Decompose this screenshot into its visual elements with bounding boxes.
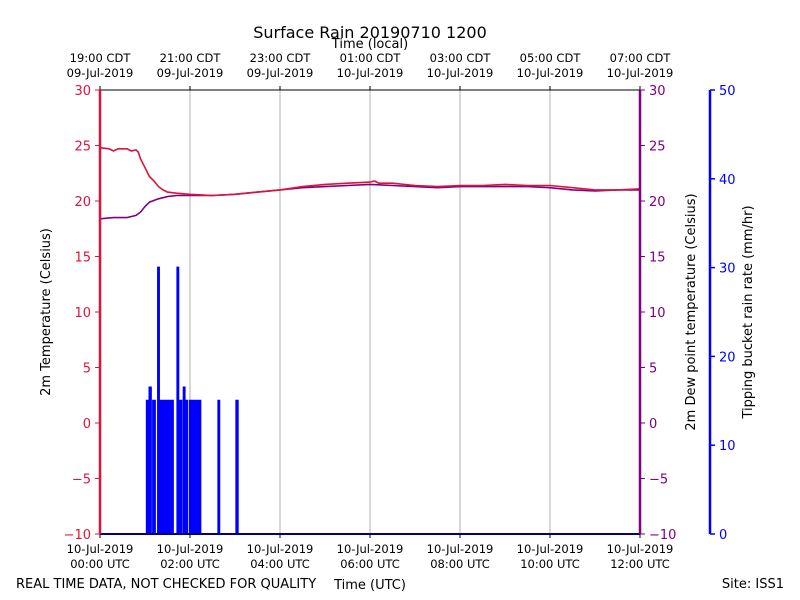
- top-tick-label: 10-Jul-2019: [337, 66, 404, 80]
- left-tick-label: 15: [74, 251, 91, 266]
- series-temperature-line: [99, 146, 641, 197]
- x-tick-label: 10-Jul-2019: [247, 542, 314, 556]
- x-tick-label: 10-Jul-2019: [427, 542, 494, 556]
- left-axis-label: 2m Temperature (Celsius): [39, 228, 54, 396]
- right-tick-label: 5: [649, 362, 657, 377]
- rain-tick-label: 20: [719, 350, 736, 365]
- right-tick-label: 25: [649, 140, 666, 155]
- x-tick-label: 08:00 UTC: [430, 557, 490, 571]
- rain-tick-label: 40: [719, 173, 736, 188]
- left-tick-label: 10: [74, 306, 91, 321]
- top-tick-label: 21:00 CDT: [160, 51, 222, 65]
- x-tick-label: 10:00 UTC: [520, 557, 580, 571]
- x-tick-label: 10-Jul-2019: [67, 542, 134, 556]
- footer-quality-note: REAL TIME DATA, NOT CHECKED FOR QUALITY: [16, 577, 316, 592]
- right-tick-label: −5: [649, 473, 668, 488]
- left-tick-label: 25: [74, 140, 91, 155]
- right-tick-label: 0: [649, 417, 657, 432]
- top-tick-label: 10-Jul-2019: [427, 66, 494, 80]
- right-tick-label: 30: [649, 84, 666, 99]
- top-tick-label: 09-Jul-2019: [247, 66, 314, 80]
- chart-title: Surface Rain 20190710 1200: [253, 23, 487, 42]
- x-tick-label: 10-Jul-2019: [607, 542, 674, 556]
- left-tick-label: −5: [72, 473, 91, 488]
- footer-site: Site: ISS1: [722, 577, 784, 592]
- left-tick-label: −10: [64, 528, 91, 543]
- x-tick-label: 10-Jul-2019: [517, 542, 584, 556]
- right-tick-label: −10: [649, 528, 676, 543]
- x-tick-label: 04:00 UTC: [250, 557, 310, 571]
- left-tick-label: 20: [74, 195, 91, 210]
- rain-tick-label: 10: [719, 439, 736, 454]
- top-tick-label: 05:00 CDT: [520, 51, 582, 65]
- right-axis-label: 2m Dew point temperature (Celsius): [684, 193, 699, 430]
- right-tick-label: 10: [649, 306, 666, 321]
- top-tick-label: 23:00 CDT: [250, 51, 312, 65]
- top-axis-label: Time (local): [331, 37, 408, 52]
- right-tick-label: 20: [649, 195, 666, 210]
- x-tick-label: 00:00 UTC: [70, 557, 130, 571]
- right-tick-label: 15: [649, 251, 666, 266]
- rain-tick-label: 30: [719, 262, 736, 277]
- x-tick-label: 06:00 UTC: [340, 557, 400, 571]
- top-tick-label: 01:00 CDT: [340, 51, 402, 65]
- rain-tick-label: 0: [719, 528, 727, 543]
- x-tick-label: 02:00 UTC: [160, 557, 220, 571]
- rain-axis-label: Tipping bucket rain rate (mm/hr): [741, 205, 756, 419]
- x-tick-label: 12:00 UTC: [610, 557, 670, 571]
- left-tick-label: 5: [83, 362, 91, 377]
- x-tick-label: 10-Jul-2019: [337, 542, 404, 556]
- x-axis-label: Time (UTC): [333, 578, 406, 593]
- left-tick-label: 0: [83, 417, 91, 432]
- x-tick-label: 10-Jul-2019: [157, 542, 224, 556]
- rain-tick-label: 50: [719, 84, 736, 99]
- left-tick-label: 30: [74, 84, 91, 99]
- top-tick-label: 09-Jul-2019: [157, 66, 224, 80]
- top-tick-label: 07:00 CDT: [610, 51, 672, 65]
- top-tick-label: 03:00 CDT: [430, 51, 492, 65]
- top-tick-label: 10-Jul-2019: [607, 66, 674, 80]
- top-tick-label: 19:00 CDT: [70, 51, 132, 65]
- top-tick-label: 09-Jul-2019: [67, 66, 134, 80]
- top-tick-label: 10-Jul-2019: [517, 66, 584, 80]
